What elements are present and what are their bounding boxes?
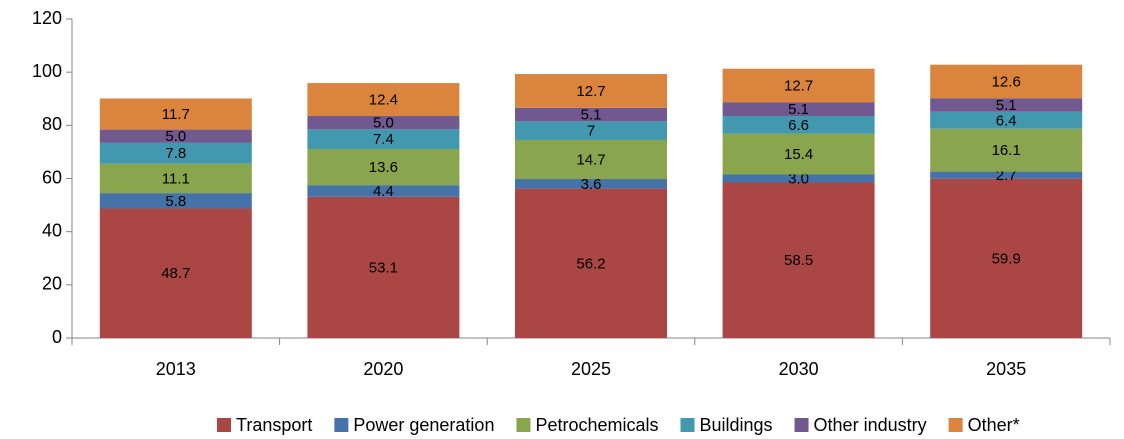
y-tick-label: 0	[52, 327, 62, 347]
legend-swatch	[794, 418, 809, 432]
bar-segment	[515, 179, 667, 189]
bar-segment	[99, 163, 252, 194]
legend-label: Power generation	[353, 415, 494, 435]
x-tick-label: 2030	[779, 359, 819, 379]
bar-segment	[930, 128, 1083, 172]
y-tick-label: 120	[32, 8, 62, 28]
data-label: 11.7	[162, 106, 190, 123]
bar-segment	[930, 64, 1083, 99]
y-tick-label: 60	[42, 167, 62, 187]
data-label: 56.2	[576, 255, 605, 272]
legend-swatch	[334, 418, 349, 432]
data-label: 5.8	[165, 193, 186, 210]
data-label: 5.1	[788, 101, 809, 118]
data-label: 12.7	[576, 83, 605, 100]
bar-segment	[930, 171, 1083, 179]
bar-segment	[930, 98, 1083, 112]
bar-segment	[307, 185, 460, 197]
bar-segment	[99, 193, 252, 209]
data-label: 15.4	[784, 146, 813, 163]
legend-label: Petrochemicals	[535, 415, 658, 435]
bar-segment	[515, 188, 667, 338]
data-label: 13.6	[369, 159, 398, 176]
data-label: 14.7	[576, 151, 605, 168]
bar-segment	[307, 148, 460, 186]
data-label: 59.9	[992, 250, 1021, 267]
data-label: 53.1	[369, 259, 398, 276]
bar-segment	[722, 133, 875, 175]
data-label: 5.1	[996, 97, 1017, 114]
data-label: 58.5	[784, 252, 813, 269]
bar-segment	[99, 208, 252, 338]
bar-segment	[722, 174, 875, 183]
bar-segment	[722, 68, 875, 103]
y-tick-label: 20	[42, 274, 62, 294]
data-label: 5.1	[581, 107, 602, 124]
data-label: 6.4	[996, 112, 1017, 129]
bar-segment	[307, 196, 460, 338]
y-tick-label: 80	[42, 114, 62, 134]
data-label: 5.0	[373, 115, 394, 132]
data-label: 12.4	[369, 92, 398, 109]
bar-segment	[515, 139, 667, 180]
data-label: 5.0	[165, 128, 186, 145]
x-tick-label: 2020	[363, 359, 403, 379]
legend-swatch	[680, 418, 695, 432]
bar-segment	[722, 102, 875, 117]
bar-segment	[99, 98, 252, 130]
x-tick-label: 2035	[986, 359, 1026, 379]
data-label: 12.6	[992, 73, 1021, 90]
bar-segment	[930, 111, 1083, 129]
bar-segment	[515, 74, 667, 108]
legend-swatch	[516, 418, 531, 432]
x-tick-label: 2013	[156, 359, 196, 379]
legend-swatch	[217, 418, 231, 432]
data-label: 11.1	[162, 170, 190, 187]
data-label: 3.6	[581, 176, 602, 193]
bar-segment	[307, 116, 460, 130]
bar-segment	[722, 116, 875, 134]
data-label: 3.0	[788, 170, 809, 187]
legend-swatch	[948, 418, 963, 432]
y-tick-label: 40	[42, 220, 62, 240]
x-tick-label: 2025	[571, 359, 611, 379]
legend-label: Other*	[968, 415, 1020, 435]
bar-segment	[515, 107, 667, 122]
legend-label: Buildings	[700, 415, 773, 435]
bar-segment	[722, 182, 875, 338]
bar-segment	[930, 178, 1083, 338]
data-label: 6.6	[788, 117, 809, 134]
bar-segment	[307, 83, 460, 117]
data-label: 48.7	[161, 265, 190, 282]
data-label: 16.1	[992, 142, 1021, 159]
data-label: 7	[587, 123, 595, 140]
legend-label: Other industry	[814, 415, 927, 435]
bar-segment	[515, 121, 667, 140]
legend-label: Transport	[236, 415, 312, 435]
data-label: 12.7	[784, 78, 813, 95]
bar-segment	[99, 142, 252, 164]
data-label: 4.4	[373, 183, 394, 200]
data-label: 7.4	[373, 131, 394, 148]
data-label: 7.8	[165, 145, 186, 162]
bar-segment	[307, 129, 460, 149]
bar-segment	[99, 129, 252, 143]
y-tick-label: 100	[32, 61, 62, 81]
